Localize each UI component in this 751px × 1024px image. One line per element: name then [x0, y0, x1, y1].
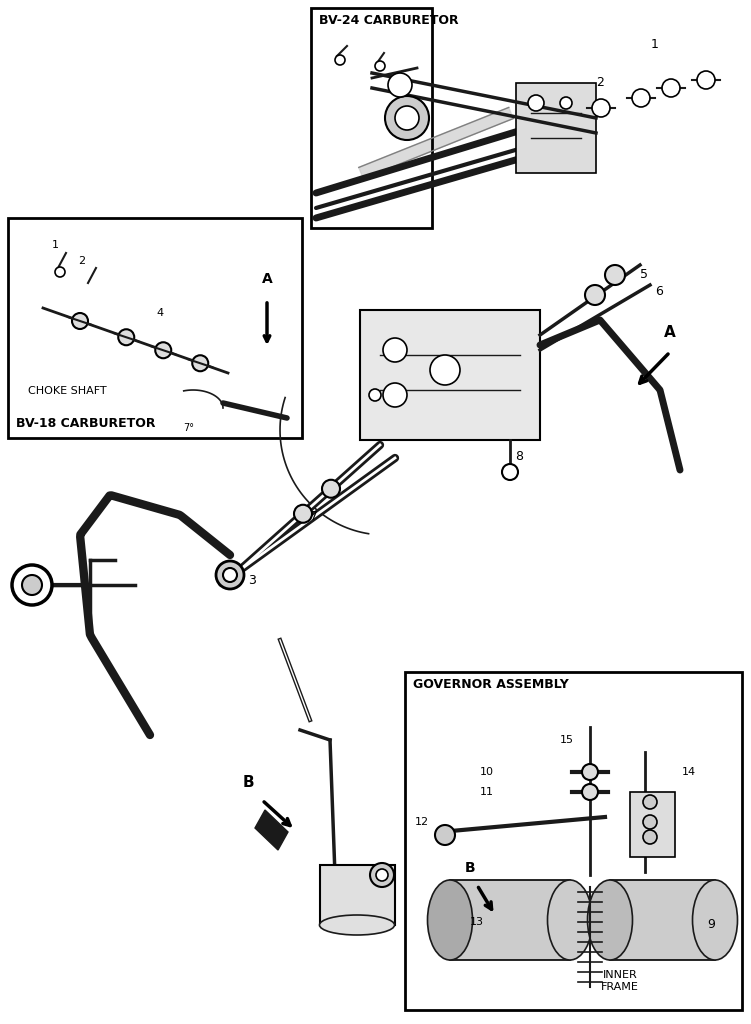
Text: 2: 2: [596, 76, 604, 89]
Circle shape: [376, 869, 388, 881]
Circle shape: [72, 313, 88, 329]
Text: 1: 1: [52, 240, 59, 250]
Text: 3: 3: [248, 573, 256, 587]
Circle shape: [435, 825, 455, 845]
Ellipse shape: [427, 880, 472, 961]
Text: 11: 11: [480, 787, 494, 797]
Text: GOVERNOR ASSEMBLY: GOVERNOR ASSEMBLY: [413, 678, 569, 691]
Circle shape: [528, 95, 544, 111]
Ellipse shape: [587, 880, 632, 961]
Text: 7°: 7°: [183, 423, 194, 433]
Text: 10: 10: [480, 767, 494, 777]
Bar: [450, 880, 570, 961]
Text: 14: 14: [682, 767, 696, 777]
Polygon shape: [359, 108, 513, 178]
Circle shape: [605, 265, 625, 285]
Text: 15: 15: [560, 735, 574, 745]
Circle shape: [385, 96, 429, 140]
Circle shape: [370, 863, 394, 887]
Text: 8: 8: [515, 450, 523, 463]
Circle shape: [585, 285, 605, 305]
Text: 12: 12: [415, 817, 429, 827]
Ellipse shape: [692, 880, 737, 961]
Text: A: A: [261, 272, 273, 286]
Text: 1: 1: [651, 38, 659, 51]
Bar: [311, 8, 432, 228]
Circle shape: [118, 330, 134, 345]
Text: B: B: [465, 861, 475, 874]
Circle shape: [375, 61, 385, 71]
Circle shape: [582, 784, 598, 800]
Circle shape: [388, 73, 412, 97]
Text: BV-24 CARBURETOR: BV-24 CARBURETOR: [319, 14, 459, 27]
Circle shape: [643, 815, 657, 829]
Circle shape: [55, 267, 65, 278]
Circle shape: [632, 89, 650, 106]
Ellipse shape: [319, 915, 394, 935]
Circle shape: [383, 383, 407, 407]
Text: 5: 5: [640, 268, 648, 281]
Bar: [320, 865, 395, 925]
Circle shape: [383, 338, 407, 362]
Text: 2: 2: [78, 256, 85, 266]
Circle shape: [216, 561, 244, 589]
Circle shape: [12, 565, 52, 605]
Text: 13: 13: [470, 918, 484, 927]
Text: CHOKE SHAFT: CHOKE SHAFT: [28, 386, 107, 396]
Circle shape: [22, 575, 42, 595]
Circle shape: [322, 480, 340, 498]
Bar: [516, 83, 596, 173]
Bar: [8, 218, 302, 438]
Circle shape: [223, 568, 237, 582]
Text: 4: 4: [156, 308, 163, 318]
Circle shape: [294, 505, 312, 522]
Bar: [360, 310, 540, 440]
Bar: [630, 792, 675, 857]
Text: B: B: [242, 775, 254, 790]
Circle shape: [430, 355, 460, 385]
Ellipse shape: [547, 880, 593, 961]
Circle shape: [592, 99, 610, 117]
Text: INNER
FRAME: INNER FRAME: [601, 970, 639, 991]
Text: BV-18 CARBURETOR: BV-18 CARBURETOR: [16, 417, 155, 430]
Circle shape: [502, 464, 518, 480]
Polygon shape: [255, 810, 288, 850]
Circle shape: [643, 830, 657, 844]
Circle shape: [192, 355, 208, 372]
Circle shape: [335, 55, 345, 65]
Text: 7: 7: [310, 510, 318, 523]
Circle shape: [369, 389, 381, 401]
Circle shape: [155, 342, 171, 358]
Text: A: A: [664, 325, 676, 340]
Text: 9: 9: [707, 919, 715, 932]
Circle shape: [662, 79, 680, 97]
Text: 6: 6: [655, 285, 663, 298]
Circle shape: [395, 106, 419, 130]
Circle shape: [643, 795, 657, 809]
Bar: [405, 672, 742, 1010]
Circle shape: [582, 764, 598, 780]
Circle shape: [560, 97, 572, 109]
Bar: [610, 880, 715, 961]
Circle shape: [697, 71, 715, 89]
